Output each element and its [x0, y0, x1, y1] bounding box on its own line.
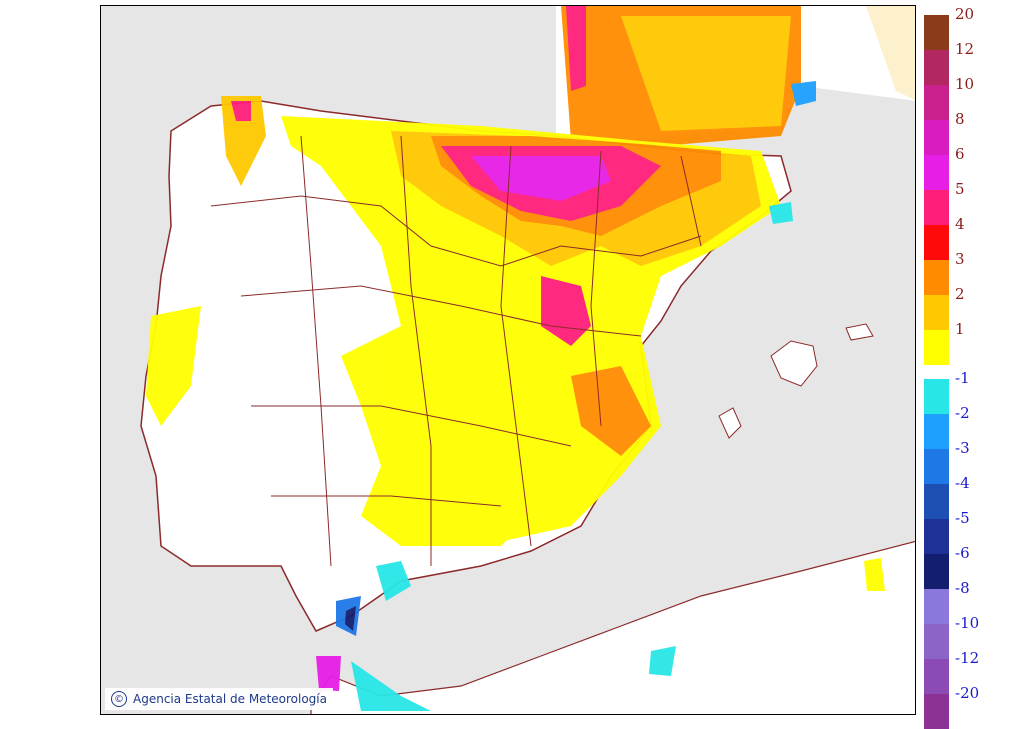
legend-positive-label: 20	[955, 5, 975, 23]
legend-positive-swatch	[924, 330, 949, 365]
legend-positive-swatch	[924, 85, 949, 120]
anomaly-neg1-africa	[351, 661, 431, 711]
anomaly-neg2-gulf-lion	[791, 81, 816, 106]
anomaly-fields	[146, 6, 885, 711]
legend-positive-label: 8	[955, 110, 965, 128]
legend-negative-label: -4	[955, 474, 970, 492]
legend-positive-swatch	[924, 225, 949, 260]
legend-positive-label: 2	[955, 285, 965, 303]
anomaly-6-africa	[316, 656, 341, 691]
legend-negative-swatch	[924, 589, 949, 624]
legend-negative-swatch	[924, 379, 949, 414]
credit-text: Agencia Estatal de Meteorología	[133, 692, 327, 706]
legend-negative-label: -3	[955, 439, 970, 457]
legend-negative-label: -1	[955, 369, 970, 387]
legend-positive-swatch	[924, 260, 949, 295]
legend: 20 12 10 8 6 5 4 3 2 1 -1 -2 -3 -4 -5 -6 -8 -10 -12 -20	[924, 5, 1024, 729]
legend-negative-swatch	[924, 659, 949, 694]
ibiza	[718, 407, 742, 439]
france-edge	[866, 6, 915, 101]
mallorca	[770, 340, 818, 387]
legend-negative-swatch	[924, 449, 949, 484]
anomaly-5-west	[231, 101, 251, 121]
legend-negative-label: -12	[955, 649, 980, 667]
copyright-icon: ©	[111, 691, 127, 707]
anomaly-neg1-algeria	[649, 646, 676, 676]
anomaly-neg1-catalonia	[769, 202, 793, 224]
anomaly-map	[101, 6, 915, 714]
anomaly-6-navarra	[471, 156, 611, 201]
legend-positive-swatch	[924, 50, 949, 85]
legend-positive-swatch	[924, 295, 949, 330]
map-panel: © Agencia Estatal de Meteorología	[100, 5, 916, 715]
legend-negative-label: -2	[955, 404, 970, 422]
anomaly-1-algeria-east	[864, 558, 885, 591]
legend-negative-label: -6	[955, 544, 970, 562]
legend-positive-label: 5	[955, 180, 965, 198]
legend-negative-label: -20	[955, 684, 980, 702]
legend-positive-label: 12	[955, 40, 975, 58]
menorca	[845, 323, 874, 341]
legend-negative-swatch	[924, 554, 949, 589]
province-borders	[210, 135, 702, 567]
legend-negative-label: -5	[955, 509, 970, 527]
legend-negative-swatch	[924, 484, 949, 519]
legend-negative-label: -8	[955, 579, 970, 597]
anomaly-5-pyrenees-coast	[566, 6, 586, 91]
legend-positive-swatch	[924, 15, 949, 50]
anomaly-1-portugal	[146, 306, 201, 426]
legend-positive-label: 3	[955, 250, 965, 268]
legend-positive-label: 6	[955, 145, 965, 163]
legend-negative-label: -10	[955, 614, 980, 632]
legend-positive-label: 1	[955, 320, 965, 338]
legend-positive-label: 4	[955, 215, 965, 233]
legend-positive-swatch	[924, 190, 949, 225]
legend-negative-swatch	[924, 694, 949, 729]
anomaly-neg6-gibraltar	[345, 606, 356, 631]
legend-negative-swatch	[924, 519, 949, 554]
legend-positive-swatch	[924, 155, 949, 190]
legend-positive-label: 10	[955, 75, 975, 93]
anomaly-5-iberico	[541, 276, 591, 346]
anomaly-1-andalucia	[391, 446, 541, 546]
anomaly-2-asturias	[221, 96, 266, 186]
anomaly-3-valencia	[571, 366, 651, 456]
legend-negative-swatch	[924, 624, 949, 659]
legend-negative-swatch	[924, 414, 949, 449]
anomaly-neg1-malaga	[376, 561, 411, 601]
legend-positive-swatch	[924, 120, 949, 155]
anomaly-2-north	[621, 16, 791, 131]
copyright-credit: © Agencia Estatal de Meteorología	[105, 688, 333, 710]
